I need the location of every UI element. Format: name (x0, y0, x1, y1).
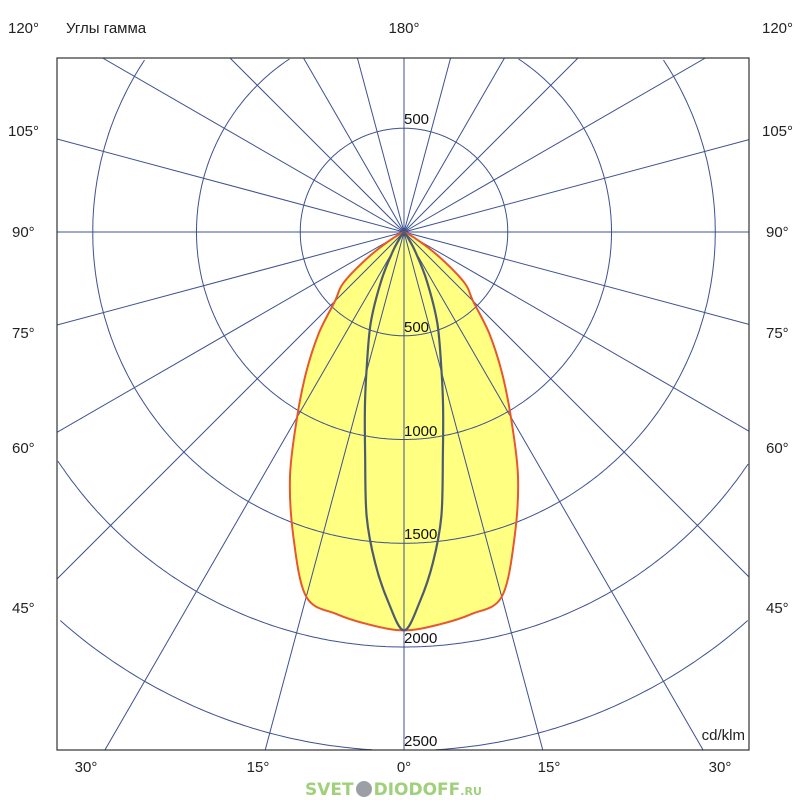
angle-label-left-105: 105° (8, 123, 39, 140)
angle-label-right-60: 60° (766, 440, 789, 457)
angle-label-right-90: 90° (766, 224, 789, 241)
logo-dot-icon (356, 781, 372, 797)
ring-label-500: 500 (404, 319, 429, 336)
grid-spoke-210 (303, 58, 405, 233)
grid-ring-2500 (59, 620, 749, 750)
watermark-suffix: .RU (460, 785, 482, 798)
grid-ring-2000 (57, 460, 749, 648)
grid-spoke-135 (403, 58, 579, 233)
angle-label-right-75: 75° (766, 325, 789, 342)
grid-spoke-240 (102, 58, 405, 233)
ring-label-1500: 1500 (404, 526, 437, 543)
grid-spoke-75 (403, 231, 749, 325)
grid-spoke-105 (403, 139, 749, 233)
angle-label-left-120: 120° (8, 20, 39, 37)
angle-label-left-90: 90° (12, 224, 35, 241)
angle-label-left-75: 75° (12, 325, 35, 342)
grid-spoke-120 (403, 58, 706, 233)
grid-spoke-30 (403, 231, 704, 750)
grid-spoke-285 (57, 231, 405, 326)
ring-label-2000: 2000 (404, 630, 437, 647)
grid-spoke-225 (229, 58, 405, 233)
plot-frame (56, 57, 750, 751)
ring-label-1000: 1000 (404, 423, 437, 440)
chart-title: Углы гамма (66, 20, 147, 37)
series-line-C90-C270 (363, 230, 445, 632)
angle-label-left-60: 60° (12, 440, 35, 457)
angle-label-right-105: 105° (762, 123, 793, 140)
angle-label-top-180: 180° (388, 20, 419, 37)
grid-spoke-345 (264, 231, 405, 750)
watermark-logo: SVET DIODOFF.RU (305, 780, 482, 800)
grid-spoke-15 (403, 231, 544, 750)
watermark-text-2: DIODOFF (374, 780, 461, 800)
angle-label-bottom-30-right: 30° (709, 759, 732, 776)
grid-spoke-45 (403, 231, 749, 578)
grid-spoke-60 (403, 231, 749, 432)
watermark-text: SVET (305, 780, 354, 800)
ring-label-500-upper: 500 (404, 111, 429, 128)
grid-spoke-315 (57, 231, 405, 580)
ring-label-2500: 2500 (404, 733, 437, 750)
grid-ring-1500 (92, 59, 716, 544)
grid-ring-1000 (196, 58, 612, 440)
watermark: SVET DIODOFF.RU (305, 780, 482, 800)
grid-spoke-330 (104, 231, 405, 750)
angle-label-bottom-0: 0° (397, 759, 411, 776)
grid-spoke-150 (403, 58, 505, 233)
grid-spoke-165 (403, 58, 452, 233)
unit-label: cd/klm (702, 727, 745, 744)
grid-spoke-300 (57, 231, 405, 433)
angle-label-left-45: 45° (12, 600, 35, 617)
grid-spoke-195 (356, 58, 405, 233)
angle-label-right-45: 45° (766, 600, 789, 617)
angle-label-bottom-30-left: 30° (75, 759, 98, 776)
angle-label-right-120: 120° (762, 20, 793, 37)
grid-spoke-255 (57, 138, 405, 233)
angle-label-bottom-15-left: 15° (247, 759, 270, 776)
angle-label-bottom-15-right: 15° (538, 759, 561, 776)
